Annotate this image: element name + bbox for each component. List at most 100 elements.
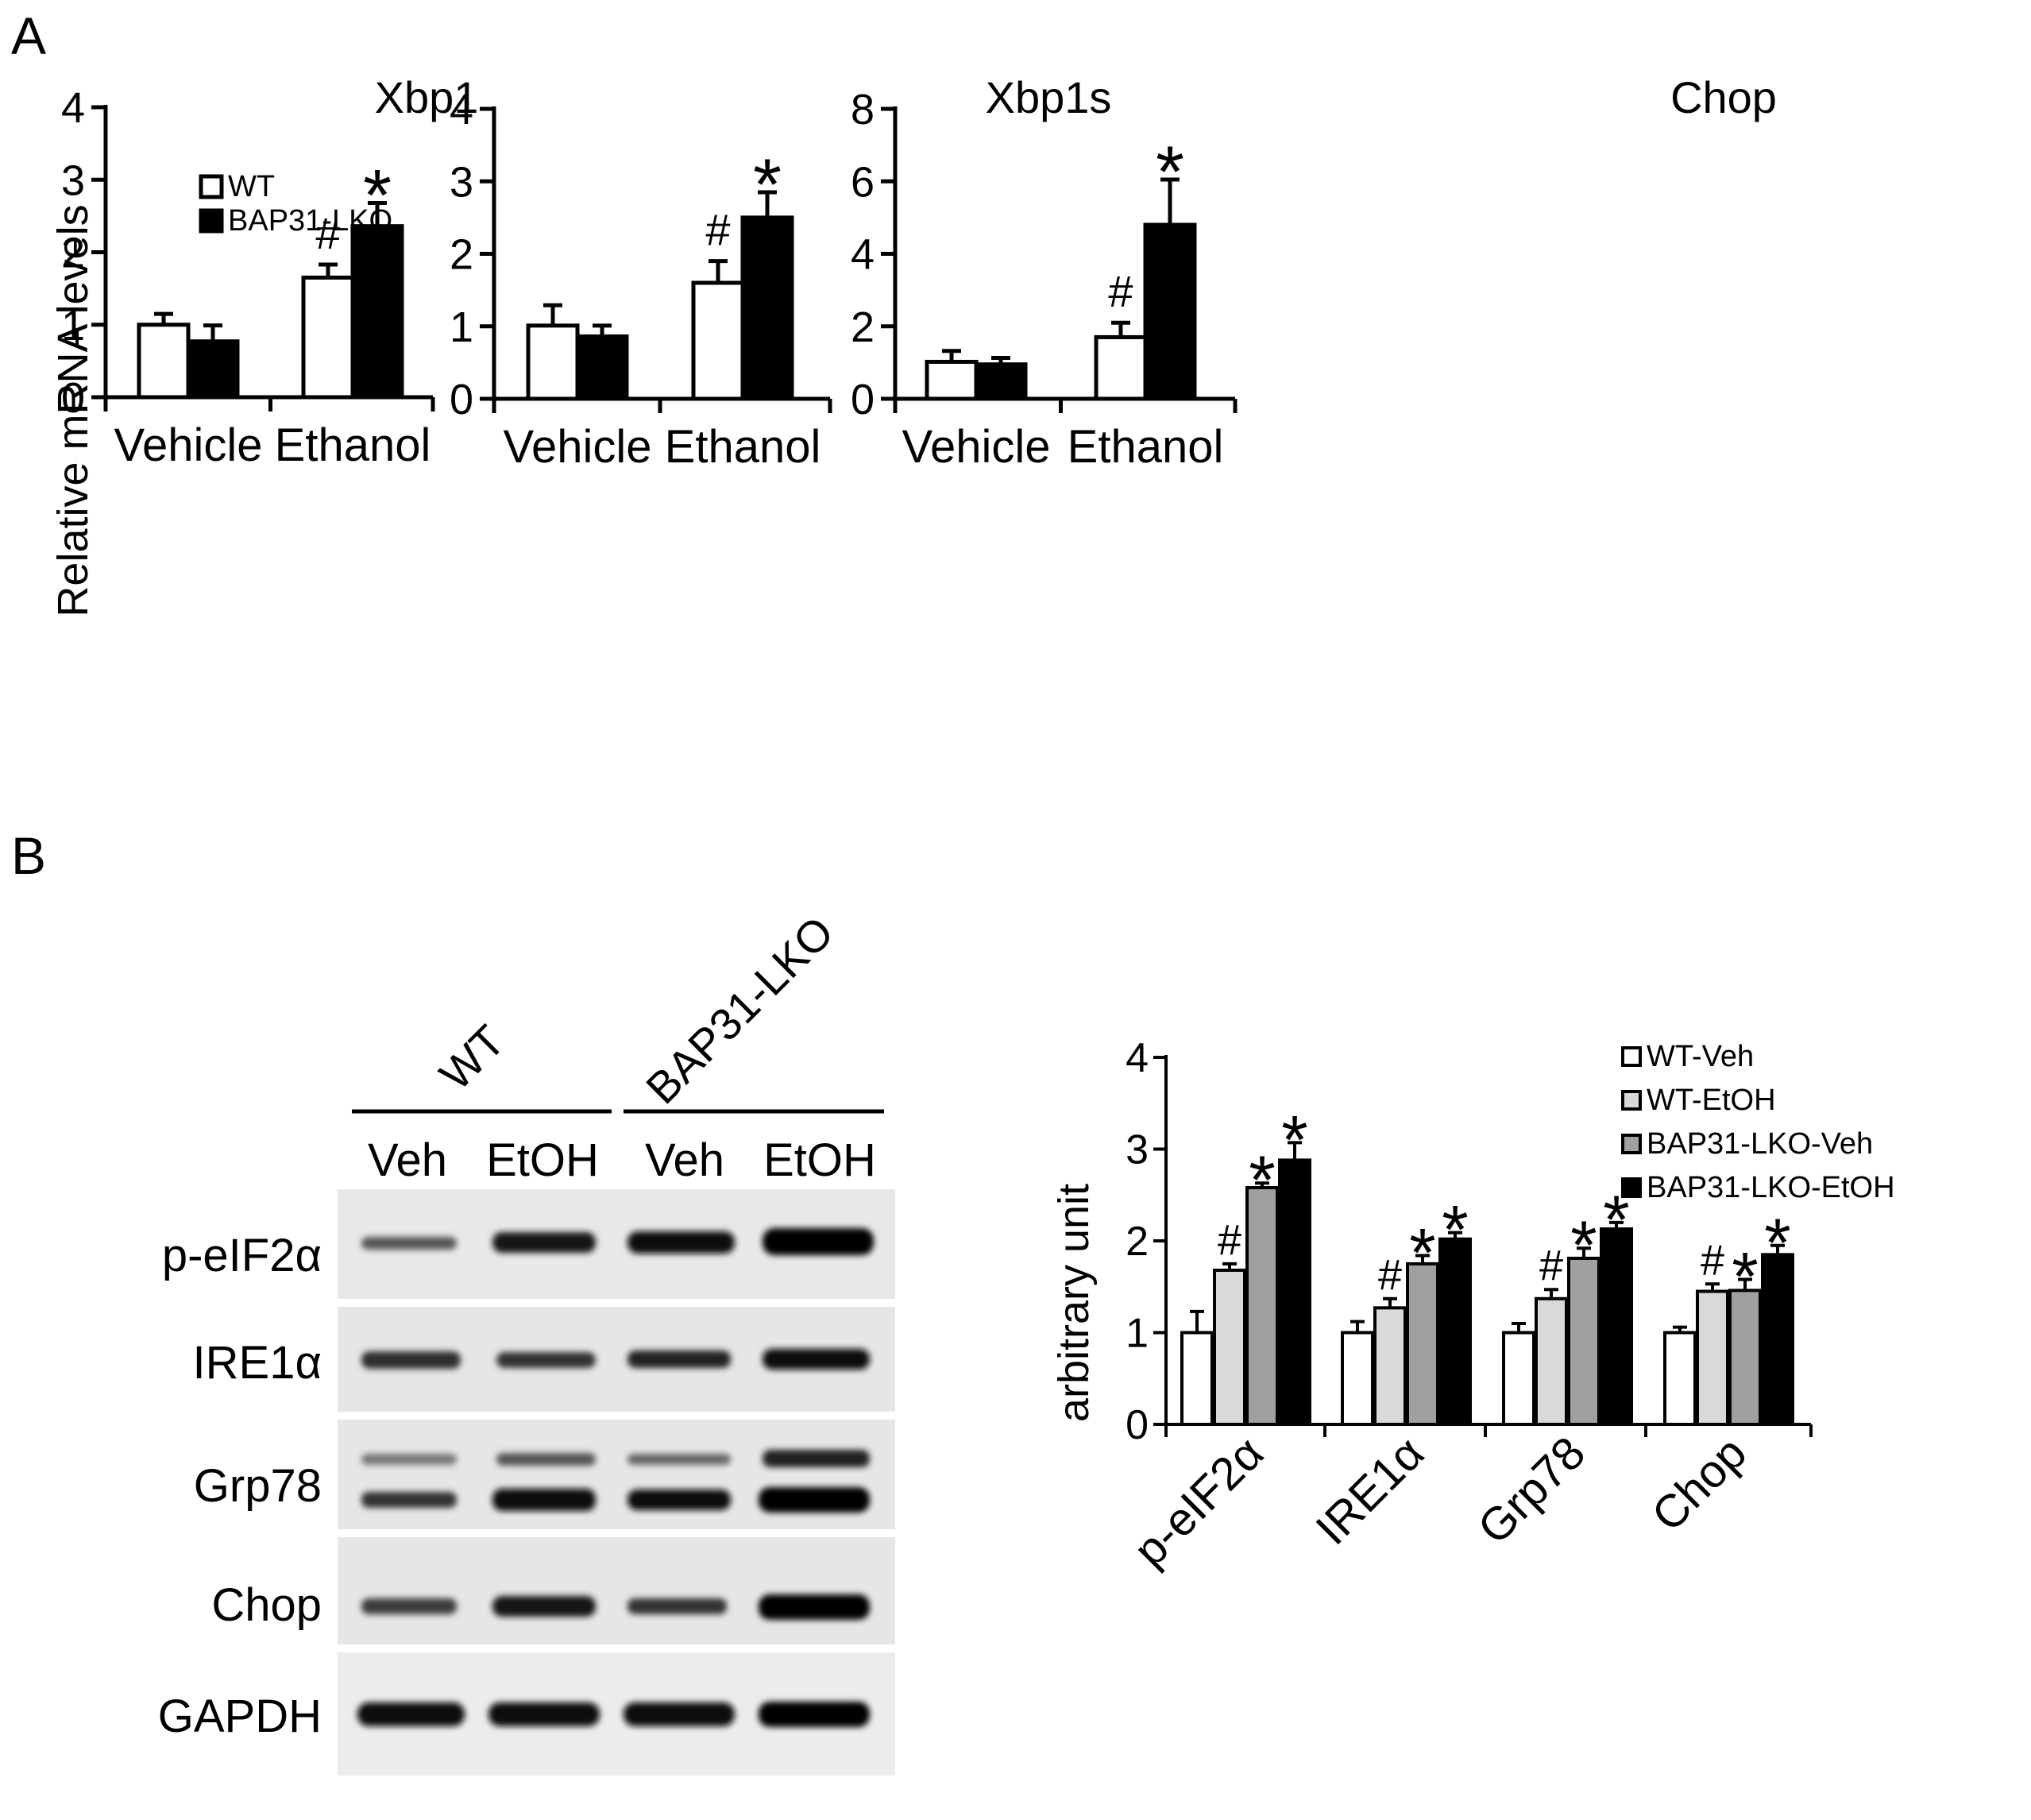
bar-chop-wt-ethanol (1094, 334, 1148, 401)
bar-b-bap31-lko-veh-p-eif2a (1245, 1186, 1279, 1426)
legend-label-wt: WT (228, 170, 275, 203)
blot-row-label-gapdh: GAPDH (158, 1691, 322, 1742)
western-blot: WT BAP31-LKO Veh EtOH Veh EtOH p-eIF2α I… (158, 906, 895, 1776)
annotation-xbp1-bap31-lko-ethanol: * (363, 155, 392, 236)
annotation-b-bap31-lko-veh-p-eif2a: * (1249, 1142, 1275, 1219)
x-tick-label-b-ire1a: IRE1α (1306, 1427, 1434, 1555)
chart-title-chop: Chop (1670, 72, 1777, 122)
annotation-xbp1-wt-ethanol: # (315, 208, 340, 258)
x-tick-label-xbp1-vehicle: Vehicle (114, 419, 262, 471)
x-tick-label-chop-vehicle: Vehicle (902, 421, 1050, 473)
bar-b-bap31-lko-veh-chop (1728, 1289, 1762, 1426)
blot-lane-label-3: Veh (645, 1134, 724, 1186)
bar-b-bap31-lko-veh-grp78 (1567, 1256, 1600, 1426)
legend-label-wt-etoh: WT-EtOH (1647, 1084, 1776, 1117)
bar-b-bap31-lko-veh-ire1a (1406, 1262, 1439, 1426)
bar-b-wt-etoh-p-eif2a (1213, 1268, 1246, 1426)
annotation-xbp1s-wt-ethanol: # (705, 205, 730, 255)
legend-swatch-bap31-lko-veh (1621, 1134, 1642, 1154)
annotation-b-bap31-lko-etoh-grp78: * (1603, 1182, 1629, 1258)
chart-arbitrary-unit: arbitrary unit WT-Veh WT-EtOH BAP31-LKO-… (1050, 1035, 1895, 1576)
y-tick-label-xbp1s-3: 3 (450, 158, 473, 206)
annotation-chop-bap31-lko-ethanol: * (1156, 132, 1184, 213)
bar-xbp1s-bap31-lko-vehicle (575, 334, 629, 401)
y-tick-label-b-1: 1 (1126, 1311, 1149, 1357)
x-tick-label-b-grp78: Grp78 (1468, 1427, 1595, 1554)
legend-swatch-wt (199, 174, 224, 199)
y-tick-label-xbp1-4: 4 (61, 84, 85, 132)
chart-xbp1s: Xbp1s 0 1 2 3 4 Vehicle Ethanol # * (450, 72, 1111, 473)
panel-label-b: B (11, 826, 46, 885)
x-tick-label-xbp1-ethanol: Ethanol (275, 419, 431, 471)
bar-b-wt-veh-p-eif2a (1180, 1331, 1214, 1426)
y-tick-label-xbp1s-4: 4 (450, 86, 473, 133)
y-tick-label-xbp1s-2: 2 (450, 231, 473, 279)
blot-row-label-ire1a: IRE1α (193, 1337, 322, 1389)
bar-xbp1-wt-vehicle (137, 323, 191, 400)
legend-swatch-wt-etoh (1621, 1090, 1642, 1111)
y-tick-label-chop-2: 2 (851, 303, 875, 351)
blot-row-label-p-eif2a: p-eIF2α (162, 1230, 322, 1281)
chart-title-xbp1: Xbp1 (375, 72, 479, 122)
y-axis-label-xbp1: Relative mRNA levels (49, 204, 97, 616)
blot-strip-chop (338, 1537, 895, 1644)
bar-xbp1s-wt-ethanol (691, 280, 745, 401)
blot-lane-label-4: EtOH (763, 1134, 876, 1186)
bar-b-bap31-lko-etoh-grp78 (1600, 1227, 1633, 1426)
bar-b-wt-etoh-grp78 (1535, 1296, 1568, 1427)
bar-xbp1-bap31-lko-ethanol (350, 224, 404, 400)
bar-b-wt-veh-ire1a (1341, 1331, 1374, 1426)
bar-b-bap31-lko-etoh-ire1a (1438, 1237, 1472, 1426)
legend-swatch-bap31-lko-etoh (1621, 1177, 1642, 1198)
legend-label-bap31-lko-etoh: BAP31-LKO-EtOH (1647, 1171, 1895, 1204)
blot-row-label-chop: Chop (211, 1579, 322, 1631)
bar-b-bap31-lko-etoh-p-eif2a (1278, 1158, 1311, 1426)
bar-chop-bap31-lko-vehicle (974, 362, 1028, 401)
bar-chop-bap31-lko-ethanol (1143, 222, 1197, 401)
bar-b-bap31-lko-etoh-chop (1761, 1253, 1794, 1426)
y-tick-label-xbp1-0: 0 (61, 374, 85, 422)
annotation-xbp1s-bap31-lko-ethanol: * (753, 145, 782, 226)
x-tick-label-chop-ethanol: Ethanol (1068, 421, 1224, 473)
y-tick-label-xbp1s-1: 1 (450, 303, 473, 351)
legend-label-wt-veh: WT-Veh (1647, 1040, 1754, 1073)
annotation-b-bap31-lko-etoh-ire1a: * (1442, 1192, 1468, 1269)
x-tick-label-b-p-eif2a: p-eIF2α (1124, 1427, 1273, 1576)
y-tick-label-xbp1s-0: 0 (450, 376, 473, 423)
y-tick-label-chop-4: 4 (851, 231, 875, 279)
legend-label-bap31-lko-veh: BAP31-LKO-Veh (1647, 1127, 1873, 1161)
blot-strip-p-eif2a (338, 1189, 895, 1299)
y-axis-label-arbitrary: arbitrary unit (1050, 1184, 1098, 1422)
x-tick-label-b-chop: Chop (1642, 1427, 1756, 1541)
annotation-b-bap31-lko-veh-grp78: * (1570, 1208, 1597, 1284)
y-tick-label-b-2: 2 (1126, 1219, 1149, 1265)
legend-swatch-wt-veh (1621, 1046, 1642, 1067)
blot-row-label-grp78: Grp78 (194, 1460, 322, 1512)
annotation-b-wt-etoh-ire1a: # (1378, 1251, 1402, 1299)
legend-b: WT-Veh WT-EtOH BAP31-LKO-Veh BAP31-LKO-E… (1621, 1040, 1895, 1204)
bar-xbp1s-bap31-lko-ethanol (740, 215, 794, 401)
blot-lane-label-2: EtOH (486, 1134, 599, 1186)
annotation-b-bap31-lko-etoh-p-eif2a: * (1281, 1102, 1307, 1178)
blot-lane-label-1: Veh (368, 1134, 447, 1186)
annotation-b-wt-etoh-grp78: # (1539, 1242, 1563, 1289)
blot-strip-grp78 (338, 1420, 895, 1529)
chart-chop: Chop 0 2 4 6 8 Vehicle Ethanol # * (851, 72, 1777, 473)
blot-strip-gapdh (338, 1652, 895, 1776)
bar-xbp1-wt-ethanol (301, 275, 355, 400)
y-tick-label-xbp1-1: 1 (61, 302, 85, 350)
y-tick-label-chop-8: 8 (851, 86, 875, 133)
y-tick-label-b-3: 3 (1126, 1127, 1149, 1173)
y-tick-label-chop-6: 6 (851, 158, 875, 206)
annotation-b-bap31-lko-veh-ire1a: * (1409, 1215, 1435, 1291)
annotation-b-wt-etoh-chop: # (1701, 1236, 1724, 1284)
y-tick-label-xbp1-2: 2 (61, 230, 85, 277)
bar-b-wt-veh-chop (1663, 1331, 1697, 1426)
bar-b-wt-etoh-chop (1696, 1289, 1729, 1427)
x-tick-label-xbp1s-vehicle: Vehicle (503, 421, 651, 473)
annotation-b-bap31-lko-etoh-chop: * (1764, 1205, 1790, 1281)
y-tick-label-chop-0: 0 (851, 376, 875, 423)
annotation-chop-wt-ethanol: # (1108, 266, 1133, 316)
annotation-b-bap31-lko-veh-chop: * (1732, 1239, 1758, 1316)
